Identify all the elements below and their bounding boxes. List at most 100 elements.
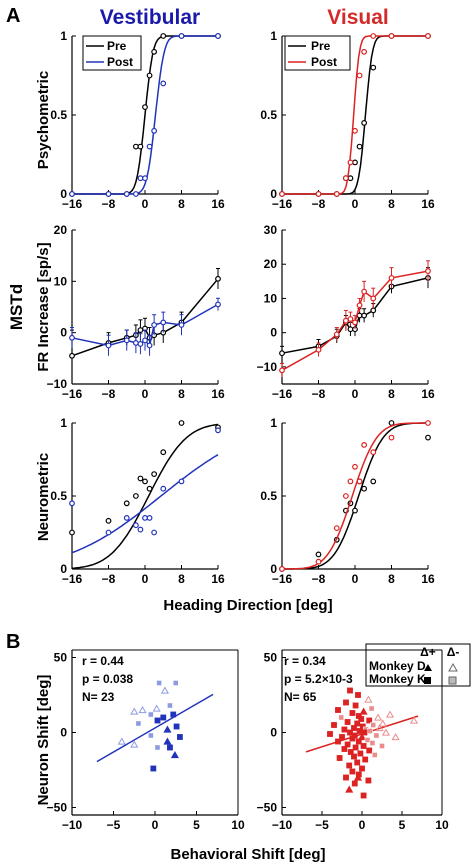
- y-tick-label: 20: [264, 257, 278, 271]
- x-tick-label: −5: [315, 818, 329, 832]
- data-point: [132, 522, 139, 529]
- square-point: [147, 732, 154, 739]
- square-point: [147, 711, 154, 718]
- data-point: [315, 558, 322, 565]
- square-point: [360, 792, 367, 799]
- neuron-shift-label: Neuron Shift [deg]: [35, 675, 52, 806]
- data-point: [352, 463, 358, 470]
- data-point: [69, 500, 75, 507]
- triangle-point: [391, 732, 400, 741]
- scatter-points: [117, 680, 183, 772]
- square-point: [167, 702, 173, 709]
- x-tick-label: 16: [421, 572, 435, 586]
- triangle-point: [359, 707, 368, 715]
- data-point: [151, 471, 158, 478]
- data-point: [215, 33, 221, 39]
- chart-A-vestibular-neurometric: −16 −8 0 8 16 0 0.5 1: [50, 416, 225, 586]
- square-point: [357, 750, 364, 757]
- triangle-point: [152, 704, 161, 712]
- data-point: [388, 33, 395, 39]
- square-point: [343, 699, 349, 706]
- panel-a-letter: A: [6, 5, 20, 27]
- square-point: [327, 731, 333, 737]
- square-point: [366, 717, 373, 724]
- x-tick-label: 16: [211, 572, 225, 586]
- x-tick-label: −16: [272, 572, 293, 586]
- triangle-point: [373, 713, 383, 721]
- fit-curve: [71, 423, 219, 570]
- data-point: [352, 127, 358, 134]
- data-point: [69, 334, 75, 341]
- triangle-point: [375, 723, 384, 732]
- data-point: [137, 341, 144, 347]
- fit-curve: [71, 454, 219, 554]
- x-tick-label: 10: [231, 818, 245, 832]
- triangle-point: [163, 737, 172, 745]
- square-point: [347, 729, 353, 736]
- chart-A-visual-neurometric: −16 −8 0 8 16 0 0.5 1: [260, 416, 435, 586]
- square-point: [335, 738, 341, 745]
- visual-title: Visual: [327, 6, 388, 29]
- square-point: [338, 714, 345, 721]
- square-point: [335, 707, 341, 713]
- data-point: [151, 322, 158, 328]
- square-point: [339, 734, 345, 740]
- x-tick-label: −8: [102, 572, 116, 586]
- data-point: [352, 159, 358, 166]
- square-point: [365, 777, 372, 784]
- square-point: [349, 735, 356, 742]
- data-point: [315, 191, 322, 197]
- data-point: [425, 434, 431, 441]
- square-point: [156, 680, 163, 686]
- y-tick-label: 0.5: [50, 108, 67, 122]
- square-point: [352, 702, 359, 709]
- stat-p: p = 0.038: [82, 672, 133, 686]
- triangle-point: [117, 737, 126, 745]
- y-tick-label: 30: [264, 223, 278, 237]
- data-point: [215, 427, 221, 434]
- data-point: [142, 478, 148, 485]
- square-point: [368, 705, 375, 712]
- series-post: [69, 33, 221, 197]
- stat-n: N= 65: [284, 690, 317, 704]
- data-point: [361, 312, 368, 319]
- data-point: [215, 275, 221, 282]
- legend-delta-minus: Δ-: [447, 645, 460, 659]
- x-tick-label: 8: [388, 572, 395, 586]
- data-point: [105, 191, 112, 197]
- square-point: [336, 755, 343, 761]
- legend-box: [82, 35, 142, 71]
- heading-direction-label: Heading Direction [deg]: [163, 597, 332, 614]
- data-point: [160, 319, 167, 326]
- stat-r: r = 0.44: [82, 654, 124, 668]
- data-point: [425, 268, 431, 274]
- x-tick-label: 5: [399, 818, 406, 832]
- data-point: [137, 143, 144, 150]
- data-point: [146, 515, 153, 521]
- y-tick-label: 1: [270, 29, 277, 43]
- series-pre: [279, 267, 431, 361]
- square-point: [349, 768, 356, 775]
- data-point: [342, 317, 349, 324]
- fit-curve: [282, 422, 428, 570]
- square-point: [356, 728, 363, 734]
- legend-monkey-k: Monkey K: [369, 672, 426, 686]
- data-point: [356, 302, 363, 309]
- square-point: [371, 752, 378, 758]
- data-point: [151, 529, 158, 536]
- chart-layer: −16 −8 0 8 16 0 0.5 1 −16 −8 0 8 16 0 0.5 1 −16 −8 0 8 16 −10…: [47, 29, 449, 832]
- square-point: [341, 726, 348, 733]
- fit-curve: [282, 422, 428, 570]
- data-point: [178, 478, 185, 485]
- x-tick-label: 0: [352, 572, 359, 586]
- square-point: [351, 725, 357, 731]
- square-point: [361, 729, 368, 736]
- data-point: [105, 342, 112, 349]
- x-tick-label: 5: [193, 818, 200, 832]
- data-point: [146, 72, 153, 79]
- y-tick-label: 0: [60, 326, 67, 340]
- legend-post-label: Post: [311, 55, 337, 69]
- legend-visual: Pre Post: [284, 35, 351, 71]
- square-point: [347, 749, 354, 755]
